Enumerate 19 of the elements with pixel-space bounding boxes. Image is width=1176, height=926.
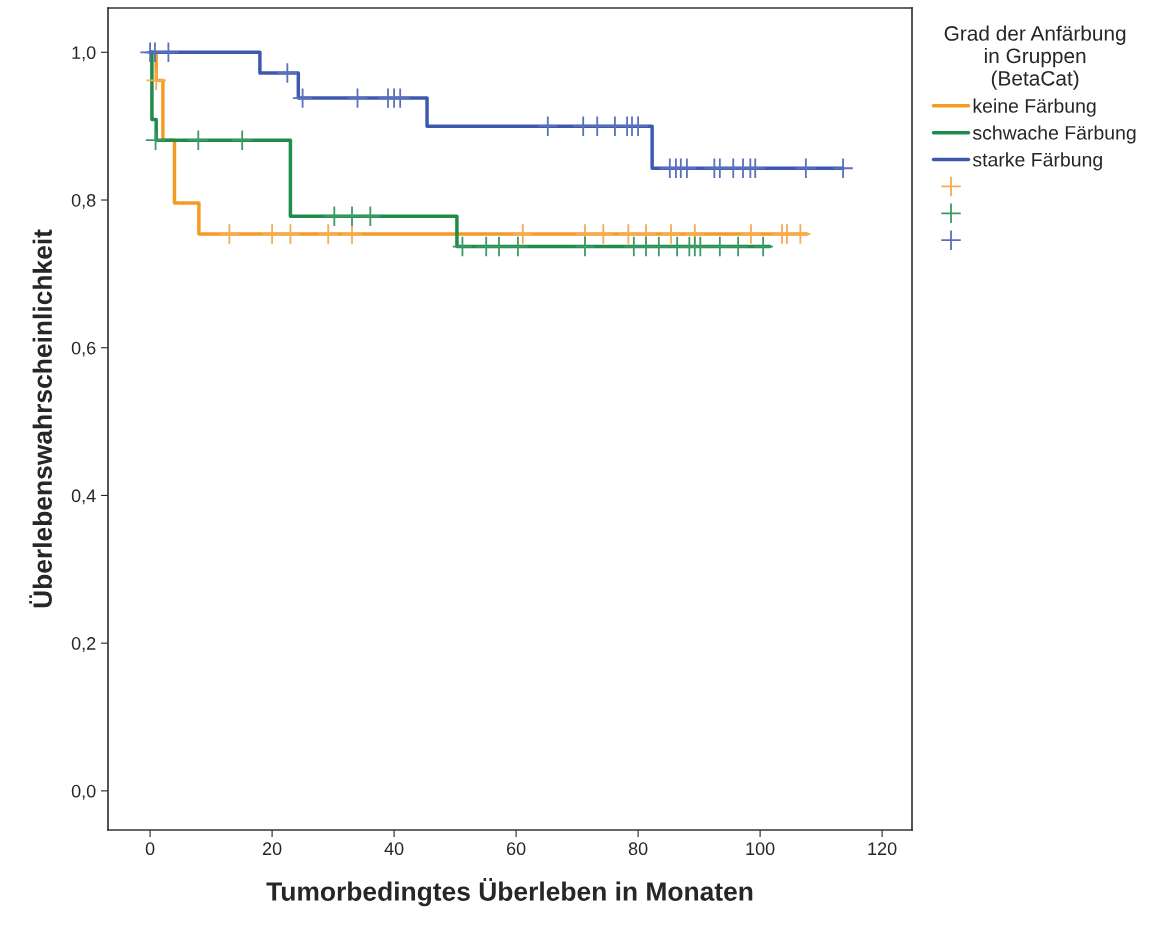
x-tick-label: 100 [746,842,775,856]
y-tick-label: 1,0 [72,46,96,62]
legend-title: Grad der Anfärbung in Gruppen (BetaCat) [944,25,1126,90]
y-tick-label: 0,0 [71,784,96,800]
x-tick-label: 0 [145,842,155,856]
legend-label: keine Färbung [973,98,1096,117]
x-tick-label: 20 [262,842,282,856]
x-tick-label: 80 [628,842,648,856]
x-tick-label: 40 [384,842,404,856]
x-axis-title: Tumorbedingtes Überleben in Monaten [266,878,753,907]
y-tick-label: 0,4 [71,489,96,505]
x-tick-label: 120 [868,842,897,856]
y-tick-label: 0,6 [71,341,96,357]
y-tick-label: 0,2 [71,637,96,652]
legend-label: schwache Färbung [972,125,1136,144]
y-tick-label: 0,8 [71,193,96,209]
y-axis-title: Überlebenswahrscheinlichkeit [29,229,52,608]
x-tick-label: 60 [506,842,526,856]
legend-label: starke Färbung [972,152,1102,171]
